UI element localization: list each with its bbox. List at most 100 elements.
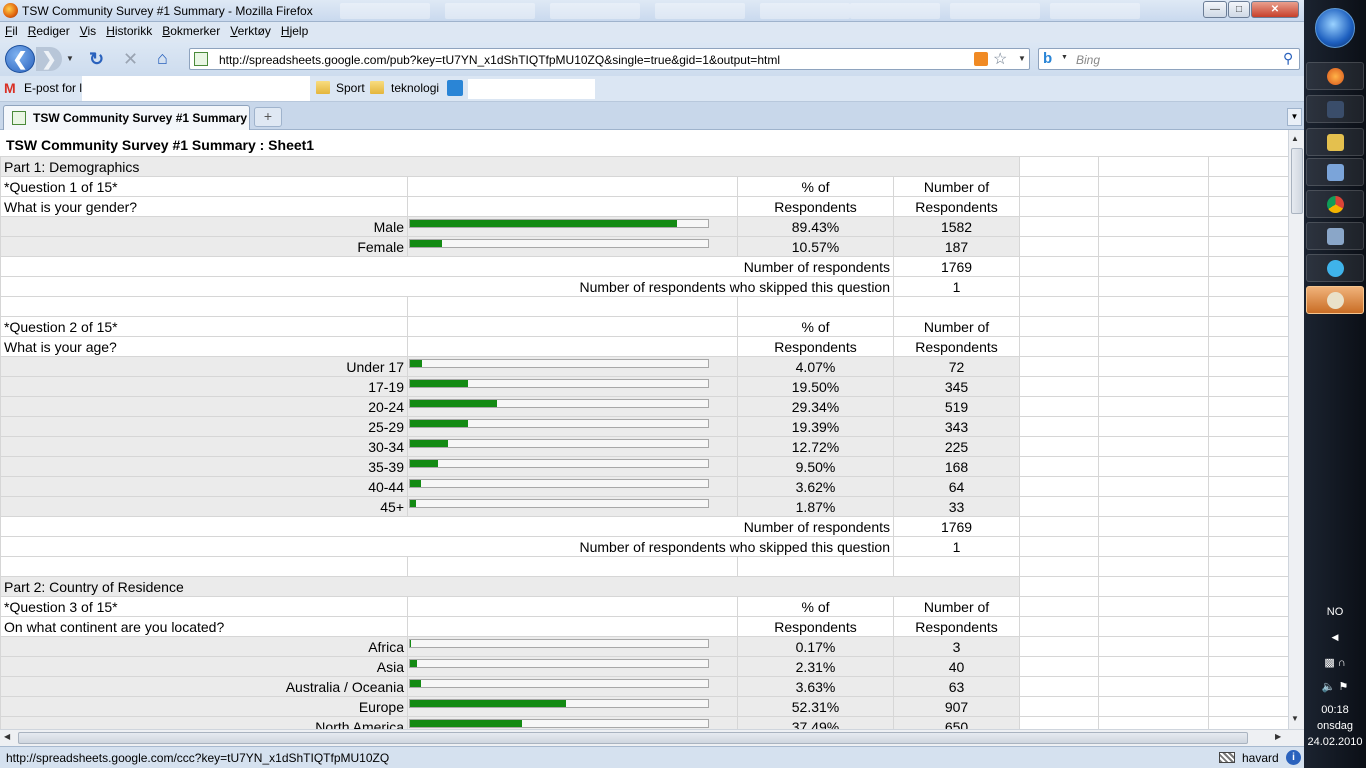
menu-bokmerker[interactable]: Bokmerker — [162, 24, 221, 38]
page-content: TSW Community Survey #1 Summary : Sheet1… — [0, 130, 1288, 729]
history-dropdown-icon[interactable]: ▼ — [66, 54, 74, 63]
menu-rediger[interactable]: Rediger — [27, 24, 70, 38]
folder-icon — [316, 81, 330, 94]
table-row: Under 17 4.07% 72 — [0, 356, 1288, 377]
scroll-left-icon[interactable]: ◀ — [4, 732, 11, 741]
empty-cell — [1019, 536, 1100, 557]
count-value: 519 — [892, 396, 1021, 417]
count-header: Number of — [892, 176, 1021, 197]
skipped-label: Number of respondents who skipped this q… — [0, 536, 894, 557]
count-value: 40 — [892, 656, 1021, 677]
taskbar-firefox[interactable] — [1306, 62, 1364, 90]
horizontal-scrollbar[interactable]: ◀ ▶ — [0, 729, 1304, 746]
response-bar-fill — [410, 380, 469, 387]
bookmark-site-icon[interactable] — [447, 80, 463, 96]
empty-cell — [1098, 616, 1210, 637]
bing-icon[interactable]: b — [1043, 50, 1053, 67]
bookmark-sport[interactable]: Sport — [336, 81, 365, 95]
tray-icons[interactable]: ▩ ∩ — [1324, 657, 1346, 669]
empty-cell — [1019, 416, 1100, 437]
empty-cell — [1208, 416, 1288, 437]
close-window-button[interactable]: ✕ — [1251, 1, 1299, 18]
bar-cell — [407, 456, 738, 477]
menu-historikk[interactable]: Historikk — [106, 24, 153, 38]
search-icon[interactable]: ⚲ — [1283, 50, 1294, 66]
empty-cell — [1098, 216, 1210, 237]
taskbar-active-app[interactable] — [1306, 286, 1364, 314]
taskbar-chrome[interactable] — [1306, 190, 1364, 218]
rss-feed-icon[interactable] — [974, 52, 988, 66]
empty-cell — [1098, 296, 1210, 317]
maximize-button[interactable]: □ — [1228, 1, 1250, 18]
menu-fil[interactable]: Fil — [5, 24, 18, 38]
clock-time[interactable]: 00:18 — [1321, 704, 1349, 716]
stop-icon[interactable]: ✕ — [123, 49, 139, 69]
table-row: What is your gender? Respondents Responden… — [0, 196, 1288, 217]
info-icon[interactable]: i — [1286, 750, 1301, 765]
empty-cell — [1019, 436, 1100, 457]
question-number: *Question 3 of 15* — [0, 596, 408, 617]
table-row: 30-34 12.72% 225 — [0, 436, 1288, 457]
tray-expand-icon[interactable]: ◀ — [1331, 632, 1339, 642]
scroll-right-icon[interactable]: ▶ — [1275, 732, 1282, 741]
empty-cell — [0, 296, 408, 317]
pct-header: Respondents — [737, 196, 894, 217]
url-dropdown-icon[interactable]: ▼ — [1018, 54, 1026, 63]
taskbar-tool[interactable] — [1306, 158, 1364, 186]
empty-cell — [737, 296, 894, 317]
menu-vis[interactable]: Vis — [79, 24, 97, 38]
back-icon[interactable]: ❮ — [5, 45, 35, 73]
tab-strip: TSW Community Survey #1 Summary + ▼ — [0, 102, 1304, 130]
taskbar-explorer[interactable] — [1306, 128, 1364, 156]
scroll-down-icon[interactable]: ▼ — [1291, 714, 1299, 723]
bar-cell — [407, 216, 738, 237]
taskbar-twitter[interactable] — [1306, 254, 1364, 282]
empty-cell — [1098, 276, 1210, 297]
menu-verktoy[interactable]: Verktøy — [230, 24, 271, 38]
search-box[interactable]: b ▼ Bing ⚲ — [1038, 48, 1300, 70]
search-input[interactable]: Bing — [1076, 53, 1101, 67]
new-tab-button[interactable]: + — [254, 107, 282, 127]
tab-list-dropdown-icon[interactable]: ▼ — [1287, 108, 1302, 126]
empty-cell — [1019, 636, 1100, 657]
bookmark-teknologi[interactable]: teknologi — [391, 81, 440, 95]
search-engine-dropdown-icon[interactable]: ▼ — [1061, 54, 1068, 61]
reload-icon[interactable]: ↻ — [89, 49, 105, 69]
addon-icon[interactable] — [1219, 752, 1235, 763]
empty-cell — [1098, 256, 1210, 277]
home-icon[interactable]: ⌂ — [157, 48, 168, 68]
respondents-count: 1769 — [892, 256, 1021, 277]
taskbar-network[interactable] — [1306, 222, 1364, 250]
scroll-up-icon[interactable]: ▲ — [1291, 134, 1299, 143]
answer-label: Female — [0, 236, 408, 257]
empty-cell — [1098, 716, 1210, 729]
empty-cell — [1019, 356, 1100, 377]
bookmark-gmail[interactable]: E-post for l — [24, 81, 83, 95]
forward-icon[interactable]: ❯ — [36, 47, 62, 71]
url-text[interactable]: http://spreadsheets.google.com/pub?key=t… — [219, 53, 780, 67]
table-row: Number of respondents 1769 — [0, 516, 1288, 537]
empty-cell — [1208, 716, 1288, 729]
language-indicator[interactable]: NO — [1326, 606, 1344, 618]
start-button-icon[interactable] — [1315, 8, 1355, 48]
tab-survey-summary[interactable]: TSW Community Survey #1 Summary — [3, 105, 250, 130]
bar-cell — [407, 636, 738, 657]
answer-label: 45+ — [0, 496, 408, 517]
bookmark-star-icon[interactable]: ☆ — [993, 51, 1008, 68]
bar-cell — [407, 476, 738, 497]
url-bar[interactable]: http://spreadsheets.google.com/pub?key=t… — [189, 48, 1030, 70]
pct-header: % of — [737, 316, 894, 337]
bookmark-blank-area — [468, 79, 595, 99]
empty-cell — [1098, 416, 1210, 437]
scroll-thumb[interactable] — [1291, 148, 1303, 214]
empty-cell — [1019, 296, 1100, 317]
tray-sound-flag-icons[interactable]: 🔈 ⚑ — [1321, 681, 1349, 693]
empty-cell — [1208, 636, 1288, 657]
empty-cell — [1208, 316, 1288, 337]
taskbar-app[interactable] — [1306, 95, 1364, 123]
menu-hjelp[interactable]: Hjelp — [280, 24, 309, 38]
bar-cell — [407, 356, 738, 377]
vertical-scrollbar[interactable]: ▲ ▼ — [1288, 130, 1304, 729]
h-scroll-thumb[interactable] — [18, 732, 1248, 744]
minimize-button[interactable]: — — [1203, 1, 1227, 18]
